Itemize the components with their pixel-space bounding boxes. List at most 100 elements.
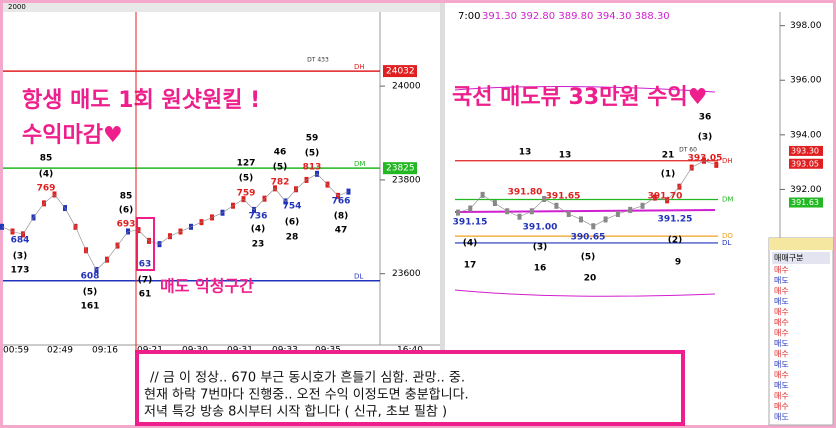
right-header: [445, 3, 780, 13]
annotation: 693: [117, 220, 136, 230]
price-box: [789, 197, 823, 208]
annotation: 61: [139, 290, 152, 300]
side-panel-bar: [769, 238, 833, 250]
side-panel-row: 매수: [774, 266, 789, 275]
annotation: 36: [699, 113, 712, 123]
annotation: 16: [534, 264, 547, 274]
annotation: 47: [335, 226, 348, 236]
side-panel-row: 매도: [774, 413, 789, 422]
price-box-label: 393.05: [791, 159, 819, 168]
price-box: [789, 145, 823, 156]
annotation: 759: [237, 189, 256, 199]
y-tick-label: 24000: [392, 82, 421, 92]
annotation: DT 433: [307, 57, 329, 64]
annotation: 782: [271, 178, 290, 188]
level-name: DO: [722, 232, 733, 240]
side-panel-row: 매수: [774, 318, 789, 327]
annotation: (4): [39, 170, 54, 180]
y-tick-label: 23600: [392, 269, 421, 279]
y-tick-label: 396.00: [790, 76, 822, 86]
annotation: 23: [252, 240, 265, 250]
price-line: [457, 160, 717, 227]
side-panel-row: 매도: [774, 381, 789, 390]
toolbar-field: 2000: [8, 3, 26, 11]
annotation: 813: [303, 163, 322, 173]
side-panel-row: 매수: [774, 350, 789, 359]
annotation: (5): [273, 163, 288, 173]
annotation: 85: [40, 154, 53, 164]
annotation: 46: [274, 148, 287, 158]
annotation: (5): [239, 174, 254, 184]
level-name: DM: [354, 160, 365, 168]
toolbar: [3, 3, 440, 12]
right-legend: 7:00: [458, 11, 480, 22]
level-name: DH: [722, 157, 733, 165]
envelope: [454, 85, 716, 93]
annotation: (3): [698, 133, 713, 143]
annotation: (4): [251, 225, 266, 235]
y-tick-label: 398.00: [790, 21, 822, 31]
side-panel-row: 매도: [774, 360, 789, 369]
time-label: 00:59: [3, 346, 29, 356]
annotation: 161: [81, 302, 100, 312]
annotation: (4): [463, 239, 478, 249]
annotation: 391.00: [523, 223, 558, 233]
price-box-label: 391.63: [791, 198, 819, 207]
annotation: 391.65: [546, 192, 581, 202]
annotation: 85: [120, 192, 133, 202]
annotation: 21: [662, 151, 675, 161]
side-panel-row: 매도: [774, 297, 789, 306]
annotation: DT 60: [679, 147, 697, 154]
annotation: 391.80: [508, 188, 543, 198]
price-box: [383, 65, 417, 78]
annotation: 608: [81, 272, 100, 282]
annotation: 20: [584, 274, 597, 284]
left-headline: 수익마감♥: [22, 123, 123, 148]
annotation: 391.15: [453, 218, 488, 228]
price-line: [1, 173, 349, 271]
y-tick-label: 23800: [392, 175, 421, 185]
zone-note: 매도 익청구간: [160, 277, 254, 296]
side-panel-row: 매수: [774, 392, 789, 401]
message-line: 저녁 특강 방송 8시부터 시작 합니다 ( 신규, 초보 필참 ): [144, 405, 447, 420]
side-panel-row: 매도: [774, 276, 789, 285]
annotation: (2): [668, 236, 683, 246]
side-panel: [768, 237, 834, 426]
annotation: 390.65: [571, 233, 606, 243]
annotation: 13: [559, 151, 572, 161]
price-box-label: 23825: [386, 164, 415, 174]
time-label: 02:49: [47, 346, 73, 356]
annotation: 9: [675, 258, 681, 268]
side-panel-row: 매수: [774, 371, 789, 380]
level-name: DH: [354, 63, 365, 71]
right-headline: 국선 매도뷰 33만원 수익♥: [452, 85, 707, 110]
right-ohlc: 391.30 392.80 389.80 394.30 388.30: [482, 11, 670, 22]
annotation: 127: [237, 159, 256, 169]
y-tick-label: 394.00: [790, 130, 822, 140]
envelope: [454, 289, 716, 297]
annotation: 13: [519, 148, 532, 158]
side-panel-row: 매수: [774, 329, 789, 338]
annotation: 28: [286, 233, 299, 243]
message-box: [135, 350, 685, 426]
side-panel-header: 매매구분: [774, 254, 803, 263]
y-tick-label: 392.00: [790, 185, 822, 195]
side-panel-row: 매도: [774, 339, 789, 348]
annotation: (6): [119, 206, 134, 216]
left-headline: 항생 매도 1회 원샷원킬 !: [22, 88, 260, 113]
level-name: DM: [722, 196, 733, 204]
message-line: // 금 이 정상.. 670 부근 동시호가 흔들기 심함. 관망.. 중.: [150, 371, 465, 386]
side-panel-row: 매수: [774, 308, 789, 317]
price-box: [383, 162, 417, 175]
level-name: DL: [354, 273, 363, 281]
zone-box: [136, 217, 155, 271]
side-panel-row: 매수: [774, 402, 789, 411]
annotation: 173: [11, 266, 30, 276]
annotation: 393.05: [688, 154, 723, 164]
splitter: [440, 3, 445, 425]
annotation: (1): [661, 170, 676, 180]
price-box-label: 393.30: [791, 146, 819, 155]
annotation: 736: [249, 212, 268, 222]
